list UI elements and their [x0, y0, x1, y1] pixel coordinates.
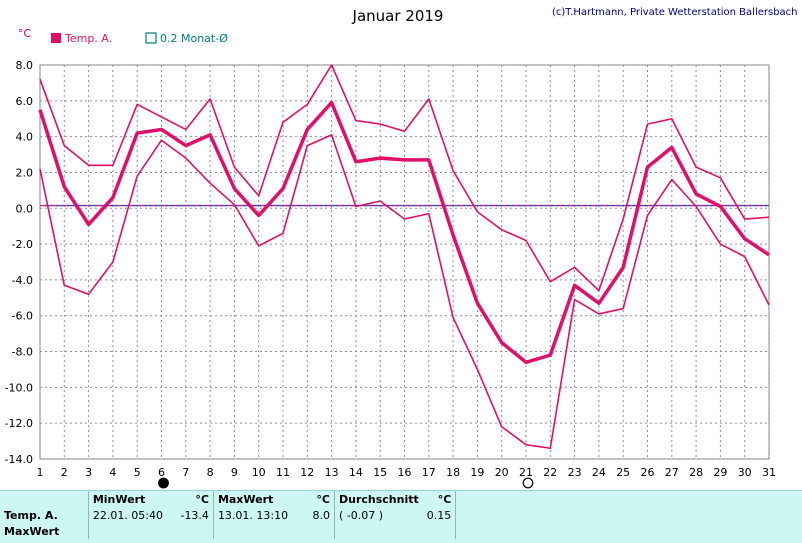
x-tick-label: 19 — [470, 466, 484, 479]
x-tick-label: 2 — [61, 466, 68, 479]
x-tick-label: 6 — [158, 466, 165, 479]
x-tick-label: 14 — [349, 466, 363, 479]
legend-temp-swatch — [51, 33, 61, 43]
temperature-chart: Januar 2019 (c)T.Hartmann, Private Wette… — [5, 7, 798, 489]
x-tick-label: 1 — [37, 466, 44, 479]
x-tick-label: 13 — [325, 466, 339, 479]
x-tick-label: 30 — [738, 466, 752, 479]
legend: Temp. A. 0.2 Monat-Ø — [51, 32, 228, 45]
y-tick-label: 8.0 — [16, 59, 34, 72]
y-tick-label: -10.0 — [5, 381, 33, 394]
stats-avg-note: ( -0.07 ) — [333, 507, 423, 523]
x-tick-label: 4 — [109, 466, 116, 479]
y-tick-label: -4.0 — [12, 274, 33, 287]
x-tick-label: 15 — [373, 466, 387, 479]
x-tick-label: 26 — [641, 466, 655, 479]
y-tick-label: 2.0 — [16, 166, 34, 179]
stats-max-header: MaxWert — [212, 491, 293, 507]
series-line-min — [39, 134, 770, 450]
stats-avg-header: Durchschnitt — [333, 491, 423, 507]
y-axis-unit: °C — [18, 27, 32, 40]
x-tick-label: 11 — [276, 466, 290, 479]
legend-temp-label: Temp. A. — [64, 32, 112, 45]
legend-avg-swatch — [145, 32, 157, 44]
x-tick-label: 12 — [300, 466, 314, 479]
x-tick-label: 21 — [519, 466, 533, 479]
stats-max-value: 8.0 — [312, 508, 331, 522]
stats-min-time: 22.01. 05:40 — [87, 507, 168, 523]
x-tick-label: 17 — [422, 466, 436, 479]
grid — [39, 64, 770, 460]
x-tick-label: 22 — [543, 466, 557, 479]
y-tick-label: 4.0 — [16, 131, 34, 144]
full-moon-icon — [522, 477, 534, 489]
stats-max-unit: °C — [316, 492, 330, 506]
x-tick-labels: 1 2 3 4 5 6 7 8 9 10 11 12 13 14 15 16 17 18 19 20 21 22 23 24 2… — [37, 466, 777, 479]
new-moon-icon — [158, 477, 169, 489]
stats-min-header: MinWert — [87, 491, 168, 507]
x-tick-label: 28 — [689, 466, 703, 479]
stats-avg-unit: °C — [437, 492, 452, 506]
series-group — [38, 64, 770, 450]
legend-avg-label: 0.2 Monat-Ø — [160, 32, 228, 45]
x-tick-label: 29 — [713, 466, 727, 479]
stats-row-label-2: MaxWert — [4, 524, 60, 538]
series-line-mean — [38, 100, 770, 365]
stats-row-label: Temp. A. — [4, 508, 58, 522]
y-tick-label: -8.0 — [12, 346, 33, 359]
x-tick-label: 16 — [398, 466, 412, 479]
x-tick-label: 27 — [665, 466, 679, 479]
x-tick-label: 10 — [252, 466, 266, 479]
moon-phases — [158, 477, 534, 489]
x-tick-label: 5 — [134, 466, 141, 479]
x-tick-label: 18 — [446, 466, 460, 479]
stats-min-value: -13.4 — [180, 508, 209, 522]
stats-min-unit: °C — [195, 492, 209, 506]
stats-avg-value: 0.15 — [426, 508, 452, 522]
stats-panel: MinWert °C MaxWert °C Durchschnitt °C Te… — [0, 490, 802, 543]
y-tick-label: -6.0 — [12, 310, 33, 323]
x-tick-label: 3 — [85, 466, 92, 479]
x-tick-label: 20 — [495, 466, 509, 479]
x-tick-label: 8 — [207, 466, 214, 479]
y-tick-label: 6.0 — [16, 95, 34, 108]
chart-title: Januar 2019 — [352, 7, 444, 25]
y-tick-labels: 8.0 6.0 4.0 2.0 0.0 -2.0 -4.0 -6.0 -8.0 -10.0 -12.… — [5, 59, 33, 466]
x-tick-label: 23 — [568, 466, 582, 479]
y-tick-label: -14.0 — [5, 453, 33, 466]
x-tick-label: 7 — [182, 466, 189, 479]
chart-credit: (c)T.Hartmann, Private Wetterstation Bal… — [552, 7, 798, 18]
x-tick-label: 9 — [231, 466, 238, 479]
y-tick-label: -12.0 — [5, 417, 33, 430]
x-tick-label: 25 — [616, 466, 630, 479]
series-line-max — [39, 64, 770, 292]
stats-max-time: 13.01. 13:10 — [212, 507, 293, 523]
y-tick-label: -2.0 — [12, 238, 33, 251]
x-tick-label: 31 — [762, 466, 776, 479]
x-tick-label: 24 — [592, 466, 606, 479]
y-tick-label: 0.0 — [16, 202, 34, 215]
